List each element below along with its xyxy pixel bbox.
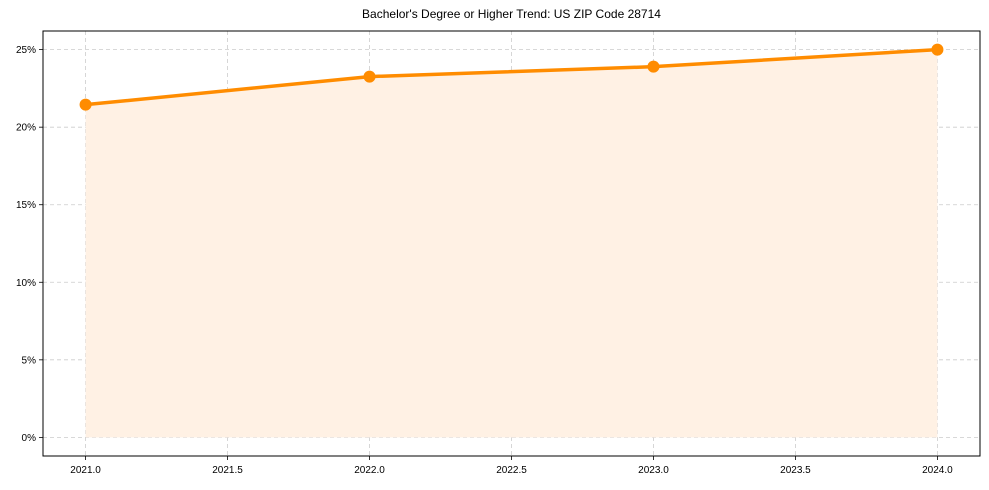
y-tick-label: 20% (16, 123, 36, 134)
x-tick-label: 2021.0 (70, 465, 101, 476)
area-fill (85, 49, 938, 438)
x-tick-label: 2024.0 (922, 465, 953, 476)
y-tick-label: 25% (16, 45, 36, 56)
x-tick-label: 2022.0 (354, 465, 385, 476)
x-tick-label: 2023.0 (638, 465, 669, 476)
y-tick-label: 15% (16, 200, 36, 211)
x-tick-label: 2023.5 (780, 465, 811, 476)
y-tick-label: 0% (22, 433, 37, 444)
data-point-marker (79, 98, 92, 111)
y-tick-label: 10% (16, 278, 36, 289)
y-tick-label: 5% (22, 355, 37, 366)
chart-title: Bachelor's Degree or Higher Trend: US ZI… (362, 7, 661, 21)
data-line (85, 47, 938, 107)
data-point-marker (931, 43, 944, 56)
data-point-marker (647, 60, 660, 73)
x-tick-label: 2021.5 (212, 465, 243, 476)
data-point-marker (363, 70, 376, 83)
x-tick-label: 2022.5 (496, 465, 527, 476)
